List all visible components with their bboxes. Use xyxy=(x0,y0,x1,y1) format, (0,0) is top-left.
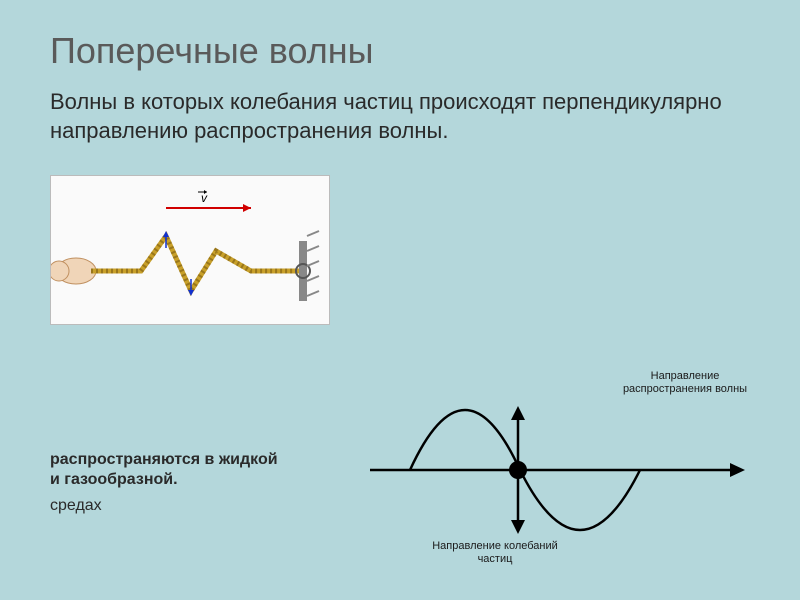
wall-post xyxy=(299,241,307,301)
oscillation-arrowhead-up xyxy=(511,406,525,420)
page-title: Поперечные волны xyxy=(50,30,750,72)
wall-hatch-1 xyxy=(307,231,319,236)
subtitle-text: Волны в которых колебания частиц происхо… xyxy=(50,88,750,145)
media-caption: распространяются в жидкой и газообразной… xyxy=(50,450,280,516)
wall-hatch-4 xyxy=(307,276,319,281)
rope-wave-diagram: v xyxy=(50,175,330,325)
wave-svg xyxy=(370,380,750,560)
oscillation-label: Направление колебаний частиц xyxy=(420,540,570,566)
blue-arrow-down-head xyxy=(188,290,194,296)
blue-arrow-up-head xyxy=(163,231,169,237)
oscillation-arrowhead-down xyxy=(511,520,525,534)
rope-wave xyxy=(91,236,299,291)
hand-wrist-icon xyxy=(51,261,69,281)
velocity-arrow-head xyxy=(243,204,251,212)
wall-hatch-2 xyxy=(307,246,319,251)
particle-dot xyxy=(509,461,527,479)
transverse-wave-diagram xyxy=(370,380,750,560)
media-caption-line2: средах xyxy=(50,496,280,516)
media-caption-line1: распространяются в жидкой и газообразной… xyxy=(50,450,280,490)
wall-hatch-5 xyxy=(307,291,319,296)
rope-svg: v xyxy=(51,176,331,326)
propagation-arrowhead xyxy=(730,463,745,477)
wall-hatch-3 xyxy=(307,261,319,266)
direction-label: Направление распространения волны xyxy=(610,370,760,396)
